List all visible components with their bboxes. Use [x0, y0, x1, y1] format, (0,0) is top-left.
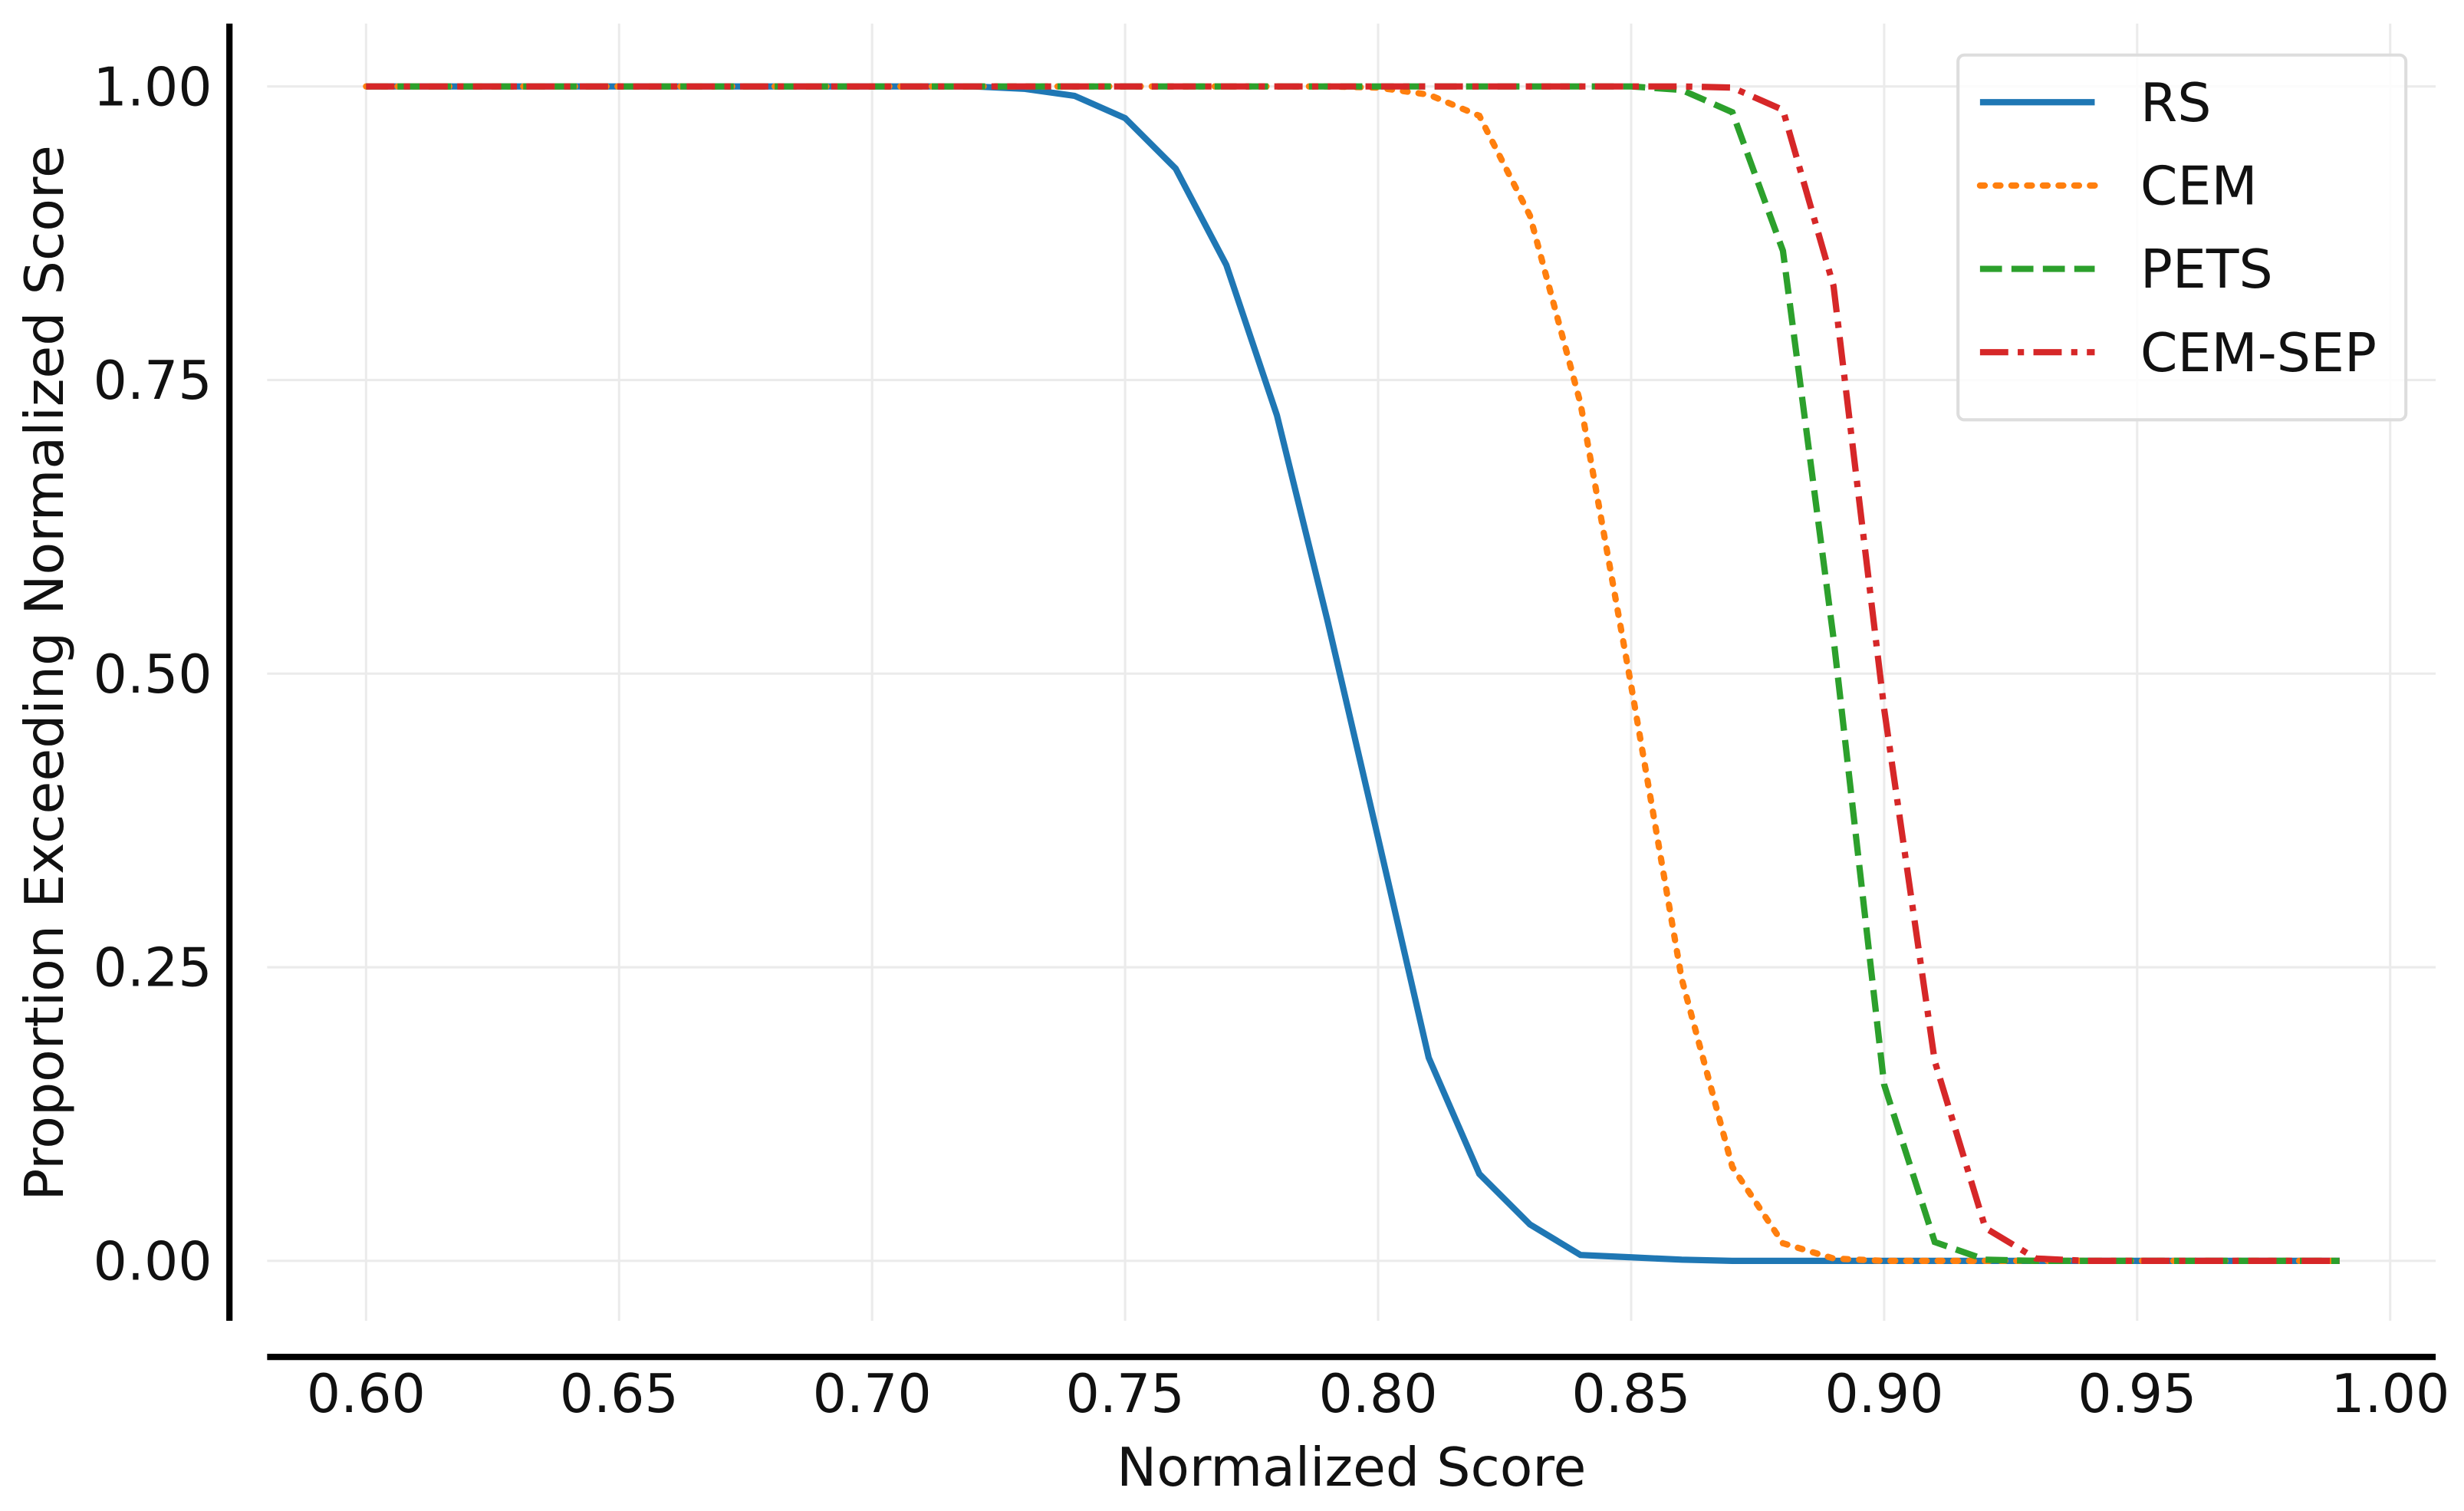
y-axis-label: Proportion Exceeding Normalized Score: [14, 145, 76, 1200]
y-tick-label: 0.00: [94, 1230, 212, 1292]
x-tick-label: 0.95: [2077, 1363, 2196, 1425]
legend-box: [1956, 53, 2408, 422]
plot-lines: [363, 83, 2343, 1264]
y-tick-label: 1.00: [94, 56, 212, 118]
x-tick-label: 0.85: [1571, 1363, 1690, 1425]
x-tick-label: 0.90: [1824, 1363, 1943, 1425]
x-tick-label: 0.70: [813, 1363, 932, 1425]
legend-label: CEM: [2140, 155, 2258, 217]
x-tick-label: 0.80: [1318, 1363, 1437, 1425]
legend-label: PETS: [2140, 239, 2273, 301]
y-tick-label: 0.75: [94, 350, 212, 412]
x-tick-label: 0.65: [560, 1363, 679, 1425]
legend-label: CEM-SEP: [2140, 322, 2377, 384]
x-tick-label: 0.75: [1066, 1363, 1185, 1425]
x-tick-label: 1.00: [2331, 1363, 2449, 1425]
x-axis-label: Normalized Score: [1117, 1437, 1586, 1499]
y-tick-label: 0.25: [94, 937, 212, 999]
x-tick-label: 0.60: [307, 1363, 426, 1425]
legend-label: RS: [2140, 72, 2212, 134]
legend: RS CEM PETS CEM-SEP: [1956, 53, 2408, 422]
data-line: [366, 83, 2340, 1264]
y-tick-label: 0.50: [94, 644, 212, 706]
